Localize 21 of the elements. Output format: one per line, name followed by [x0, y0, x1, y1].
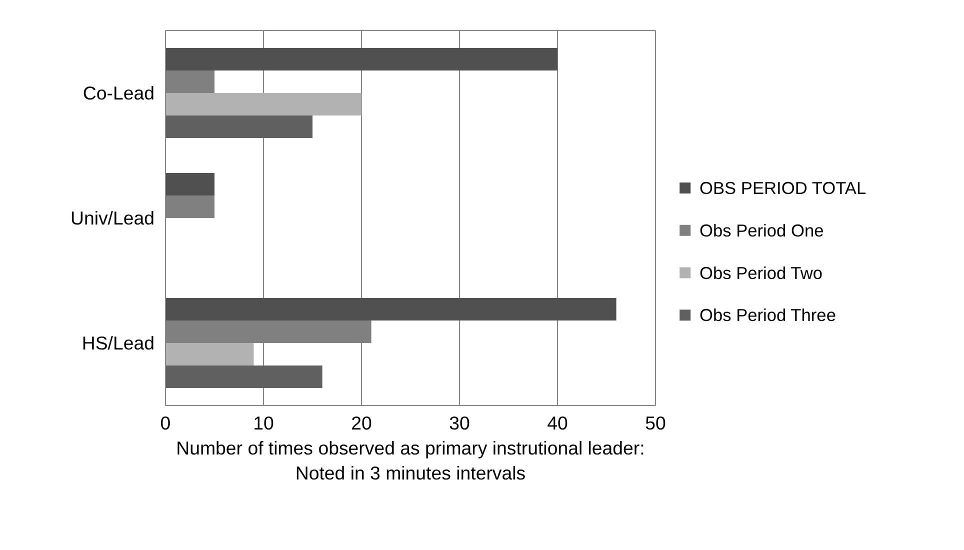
x-tick-label: 50	[645, 412, 666, 434]
bar	[166, 116, 312, 138]
legend-label: Obs Period Two	[700, 262, 822, 283]
legend-label: Obs Period Three	[700, 305, 836, 326]
bar	[166, 298, 616, 320]
x-tick-label: 0	[160, 412, 171, 434]
y-tick-label: HS/Lead	[82, 332, 155, 354]
bar	[166, 173, 214, 196]
bar	[166, 343, 254, 366]
bar	[166, 93, 362, 116]
bar	[166, 366, 322, 388]
legend-label: Obs Period One	[700, 220, 824, 240]
x-tick-label: 30	[449, 412, 470, 434]
y-tick-label: Co-Lead	[82, 82, 155, 104]
x-tick-label: 40	[547, 412, 568, 434]
bar	[166, 48, 558, 70]
legend-label: OBS PERIOD TOTAL	[700, 178, 866, 198]
y-tick-label: Univ/Lead	[70, 208, 155, 228]
x-tick-label: 10	[253, 412, 274, 434]
x-axis-title: Number of times observed as primary instrutional leader: Noted in 3 minutes intervals	[176, 438, 645, 484]
x-tick-label: 20	[351, 412, 372, 434]
